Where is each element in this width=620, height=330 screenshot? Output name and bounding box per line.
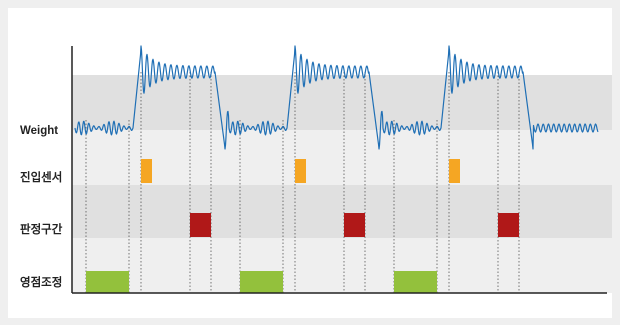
row-bands bbox=[72, 75, 612, 293]
judgment-zone-pulse bbox=[190, 213, 211, 237]
guide-lines bbox=[85, 72, 520, 293]
judgment-zone-pulse bbox=[498, 213, 519, 237]
row-label-zero-adjust: 영점조정 bbox=[20, 275, 62, 289]
row-label-judgment-zone: 판정구간 bbox=[20, 222, 63, 236]
entry-sensor-pulse bbox=[449, 159, 460, 183]
zero-adjust-pulse bbox=[240, 271, 283, 293]
weight-band bbox=[72, 75, 612, 130]
zero-adjust-band bbox=[72, 238, 612, 293]
row-label-entry-sensor: 진입센서 bbox=[20, 170, 62, 184]
row-label-weight: Weight bbox=[20, 125, 58, 137]
zero-adjust-pulse bbox=[394, 271, 437, 293]
entry-sensor-band bbox=[72, 130, 612, 185]
signal-pulses bbox=[86, 159, 519, 293]
judgment-band bbox=[72, 185, 612, 238]
judgment-zone-pulse bbox=[344, 213, 365, 237]
zero-adjust-pulse bbox=[86, 271, 129, 293]
weight-waveform bbox=[74, 45, 599, 150]
entry-sensor-pulse bbox=[295, 159, 306, 183]
entry-sensor-pulse bbox=[141, 159, 152, 183]
